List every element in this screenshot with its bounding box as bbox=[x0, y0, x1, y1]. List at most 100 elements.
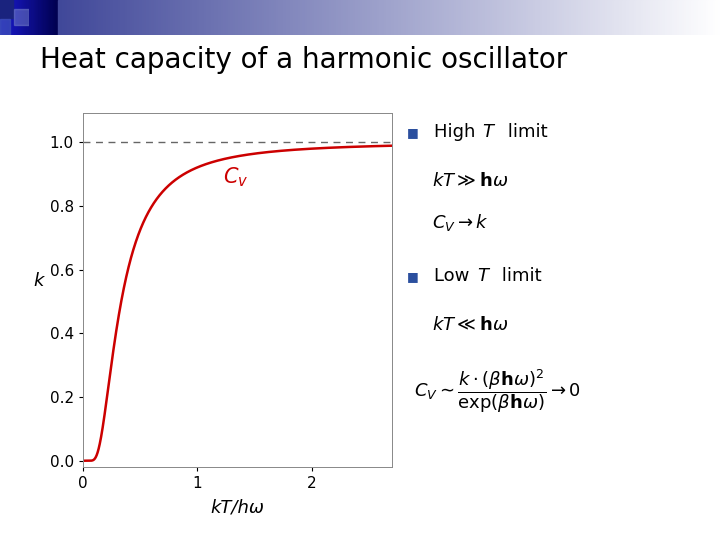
Bar bbox=[410, 0, 413, 35]
Bar bbox=[605, 0, 607, 35]
Bar bbox=[142, 0, 144, 35]
Bar bbox=[718, 0, 720, 35]
Bar bbox=[79, 0, 81, 35]
Bar bbox=[319, 0, 322, 35]
Bar bbox=[360, 0, 362, 35]
Bar bbox=[432, 0, 434, 35]
Bar bbox=[0, 19, 10, 35]
Bar bbox=[0, 0, 13, 17]
Bar bbox=[506, 0, 509, 35]
Bar bbox=[617, 0, 619, 35]
Bar bbox=[425, 0, 427, 35]
Bar bbox=[485, 0, 487, 35]
Bar bbox=[178, 0, 180, 35]
Bar bbox=[641, 0, 643, 35]
Bar bbox=[326, 0, 329, 35]
Bar bbox=[509, 0, 511, 35]
Bar bbox=[610, 0, 612, 35]
Bar bbox=[192, 0, 194, 35]
Bar bbox=[629, 0, 631, 35]
Bar bbox=[444, 0, 446, 35]
Bar bbox=[473, 0, 475, 35]
Bar bbox=[713, 0, 715, 35]
Bar bbox=[538, 0, 540, 35]
Bar bbox=[209, 0, 211, 35]
Bar bbox=[228, 0, 230, 35]
Bar bbox=[274, 0, 276, 35]
Bar bbox=[22, 0, 24, 35]
Bar bbox=[271, 0, 274, 35]
Bar bbox=[682, 0, 684, 35]
Bar bbox=[211, 0, 214, 35]
Bar bbox=[108, 0, 110, 35]
Bar bbox=[367, 0, 369, 35]
Text: limit: limit bbox=[502, 123, 547, 141]
Bar bbox=[65, 0, 67, 35]
Bar bbox=[396, 0, 398, 35]
Bar bbox=[9, 0, 12, 35]
Bar bbox=[454, 0, 456, 35]
Bar bbox=[130, 0, 132, 35]
Bar bbox=[557, 0, 559, 35]
Bar bbox=[531, 0, 533, 35]
Bar bbox=[144, 0, 146, 35]
Bar bbox=[185, 0, 187, 35]
Bar bbox=[492, 0, 495, 35]
Bar bbox=[312, 0, 315, 35]
Bar bbox=[348, 0, 351, 35]
Bar bbox=[7, 0, 9, 35]
Bar bbox=[576, 0, 578, 35]
Bar bbox=[55, 0, 58, 35]
Bar bbox=[324, 0, 326, 35]
Bar bbox=[387, 0, 389, 35]
Bar bbox=[204, 0, 207, 35]
Bar bbox=[175, 0, 178, 35]
Bar bbox=[77, 0, 79, 35]
Bar bbox=[581, 0, 583, 35]
Bar bbox=[221, 0, 223, 35]
Bar bbox=[132, 0, 135, 35]
Bar bbox=[490, 0, 492, 35]
Bar bbox=[302, 0, 305, 35]
Text: limit: limit bbox=[496, 267, 541, 286]
Bar bbox=[336, 0, 338, 35]
Bar bbox=[423, 0, 425, 35]
Bar bbox=[245, 0, 247, 35]
Bar bbox=[653, 0, 655, 35]
Bar bbox=[696, 0, 698, 35]
Bar bbox=[600, 0, 603, 35]
Bar bbox=[403, 0, 405, 35]
Bar bbox=[139, 0, 142, 35]
Bar bbox=[125, 0, 127, 35]
Text: ■: ■ bbox=[407, 126, 418, 139]
Bar bbox=[163, 0, 166, 35]
Bar bbox=[564, 0, 567, 35]
Bar bbox=[153, 0, 156, 35]
Bar bbox=[394, 0, 396, 35]
Bar bbox=[362, 0, 365, 35]
Bar bbox=[657, 0, 660, 35]
Text: High: High bbox=[434, 123, 481, 141]
Bar bbox=[562, 0, 564, 35]
Bar bbox=[607, 0, 610, 35]
Bar bbox=[81, 0, 84, 35]
Bar bbox=[106, 0, 108, 35]
Bar bbox=[547, 0, 549, 35]
Bar bbox=[197, 0, 199, 35]
Bar bbox=[333, 0, 336, 35]
Bar bbox=[603, 0, 605, 35]
Bar bbox=[259, 0, 261, 35]
Bar bbox=[74, 0, 77, 35]
Bar bbox=[29, 0, 31, 35]
Bar bbox=[307, 0, 310, 35]
Bar bbox=[168, 0, 171, 35]
Bar bbox=[369, 0, 372, 35]
Bar bbox=[288, 0, 290, 35]
Bar bbox=[434, 0, 437, 35]
Bar bbox=[346, 0, 348, 35]
Bar bbox=[31, 0, 34, 35]
Bar bbox=[528, 0, 531, 35]
Bar bbox=[194, 0, 197, 35]
Bar bbox=[626, 0, 629, 35]
Text: $T$: $T$ bbox=[477, 267, 492, 286]
